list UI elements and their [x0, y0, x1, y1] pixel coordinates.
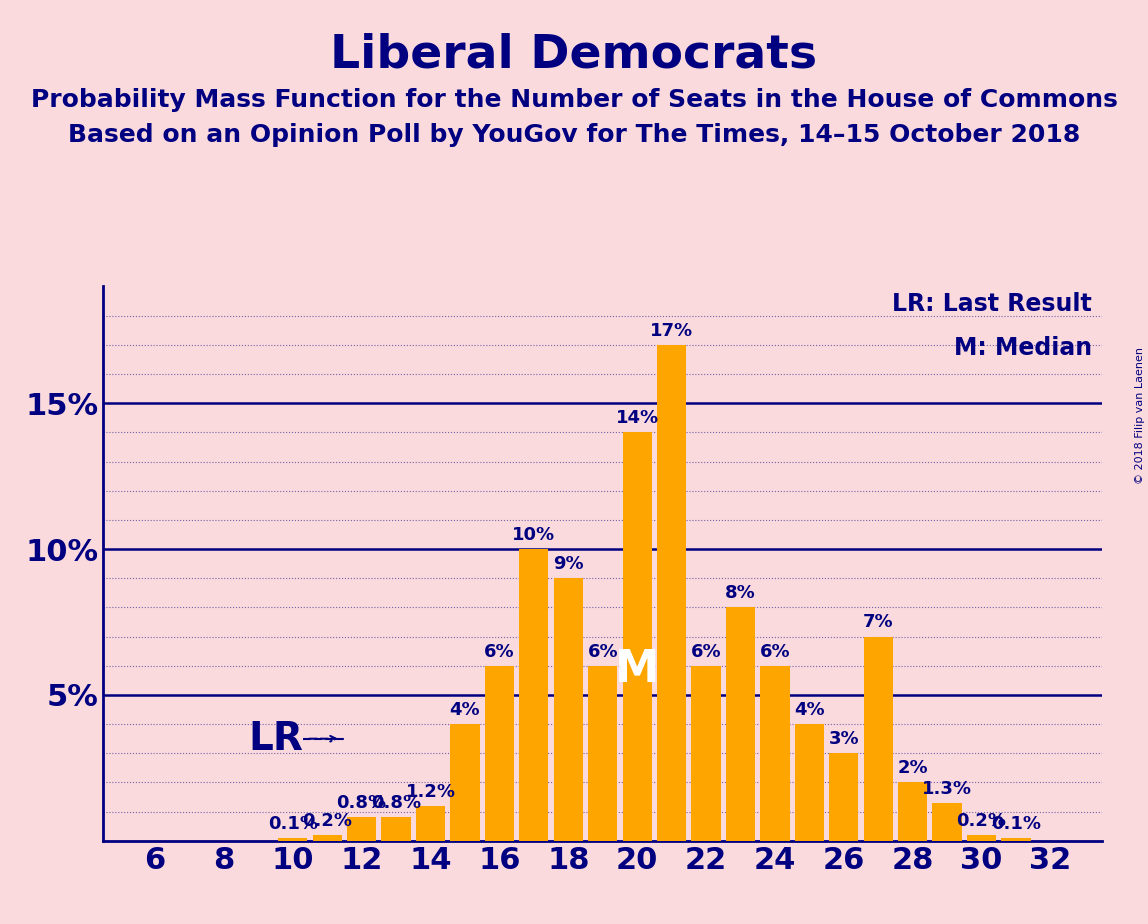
Bar — [932, 803, 962, 841]
Text: 3%: 3% — [829, 730, 859, 748]
Text: 6%: 6% — [691, 642, 721, 661]
Text: 0.1%: 0.1% — [267, 815, 318, 833]
Text: 10%: 10% — [512, 526, 556, 544]
Text: 0.8%: 0.8% — [371, 795, 421, 812]
Text: Based on an Opinion Poll by YouGov for The Times, 14–15 October 2018: Based on an Opinion Poll by YouGov for T… — [68, 123, 1080, 147]
Text: 17%: 17% — [650, 322, 693, 339]
Bar — [760, 666, 790, 841]
Text: 1.3%: 1.3% — [922, 780, 972, 797]
Bar — [278, 838, 308, 841]
Text: 0.1%: 0.1% — [991, 815, 1041, 833]
Bar — [622, 432, 652, 841]
Bar — [416, 806, 445, 841]
Text: LR: Last Result: LR: Last Result — [892, 292, 1092, 316]
Bar — [794, 724, 824, 841]
Bar — [691, 666, 721, 841]
Text: 0.8%: 0.8% — [336, 795, 387, 812]
Bar — [726, 607, 755, 841]
Text: © 2018 Filip van Laenen: © 2018 Filip van Laenen — [1135, 347, 1145, 484]
Text: 8%: 8% — [726, 584, 755, 602]
Bar — [450, 724, 480, 841]
Bar — [898, 783, 928, 841]
Text: 0.2%: 0.2% — [302, 812, 352, 830]
Text: 6%: 6% — [760, 642, 790, 661]
Text: 4%: 4% — [450, 701, 480, 719]
Bar — [657, 345, 687, 841]
Text: 6%: 6% — [484, 642, 514, 661]
Bar — [519, 549, 549, 841]
Bar — [553, 578, 583, 841]
Text: 14%: 14% — [615, 409, 659, 427]
Bar — [484, 666, 514, 841]
Bar — [588, 666, 618, 841]
Text: Probability Mass Function for the Number of Seats in the House of Commons: Probability Mass Function for the Number… — [31, 88, 1117, 112]
Bar — [829, 753, 859, 841]
Text: M: M — [615, 648, 659, 691]
Text: M: Median: M: Median — [954, 336, 1092, 360]
Text: 6%: 6% — [588, 642, 618, 661]
Bar — [967, 835, 996, 841]
Text: 1.2%: 1.2% — [405, 783, 456, 800]
Text: LR: LR — [248, 720, 303, 758]
Text: 7%: 7% — [863, 614, 893, 631]
Text: 4%: 4% — [794, 701, 824, 719]
Bar — [312, 835, 342, 841]
Bar — [381, 818, 411, 841]
Text: 2%: 2% — [898, 760, 928, 777]
Bar — [863, 637, 893, 841]
Bar — [1001, 838, 1031, 841]
Bar — [347, 818, 377, 841]
Text: 9%: 9% — [553, 555, 583, 573]
Text: Liberal Democrats: Liberal Democrats — [331, 32, 817, 78]
Text: 0.2%: 0.2% — [956, 812, 1007, 830]
